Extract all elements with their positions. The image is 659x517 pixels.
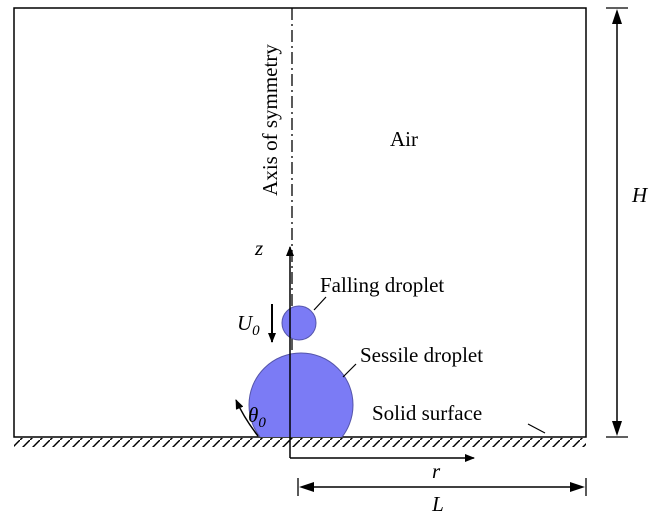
sessile-droplet: [248, 352, 354, 437]
pointer: [313, 296, 327, 311]
axis-label: Axis of symmetry: [258, 44, 282, 196]
z-label: z: [254, 236, 263, 260]
falling-droplet: [281, 305, 317, 341]
length-dimension: [297, 478, 587, 496]
r-label: r: [432, 459, 441, 483]
sessile-droplet-label: Sessile droplet: [360, 343, 483, 367]
velocity-label: U0: [237, 311, 260, 339]
pointer: [342, 363, 357, 378]
solid-surface-label: Solid surface: [372, 401, 482, 425]
length-label: L: [431, 492, 444, 516]
air-label: Air: [390, 127, 418, 151]
falling-droplet-label: Falling droplet: [320, 273, 444, 297]
height-label: H: [631, 183, 649, 207]
contact-angle-arrow: [235, 399, 259, 437]
pointer: [527, 423, 546, 434]
height-dimension: [606, 7, 628, 438]
contact-angle-label: θ0: [248, 403, 266, 431]
